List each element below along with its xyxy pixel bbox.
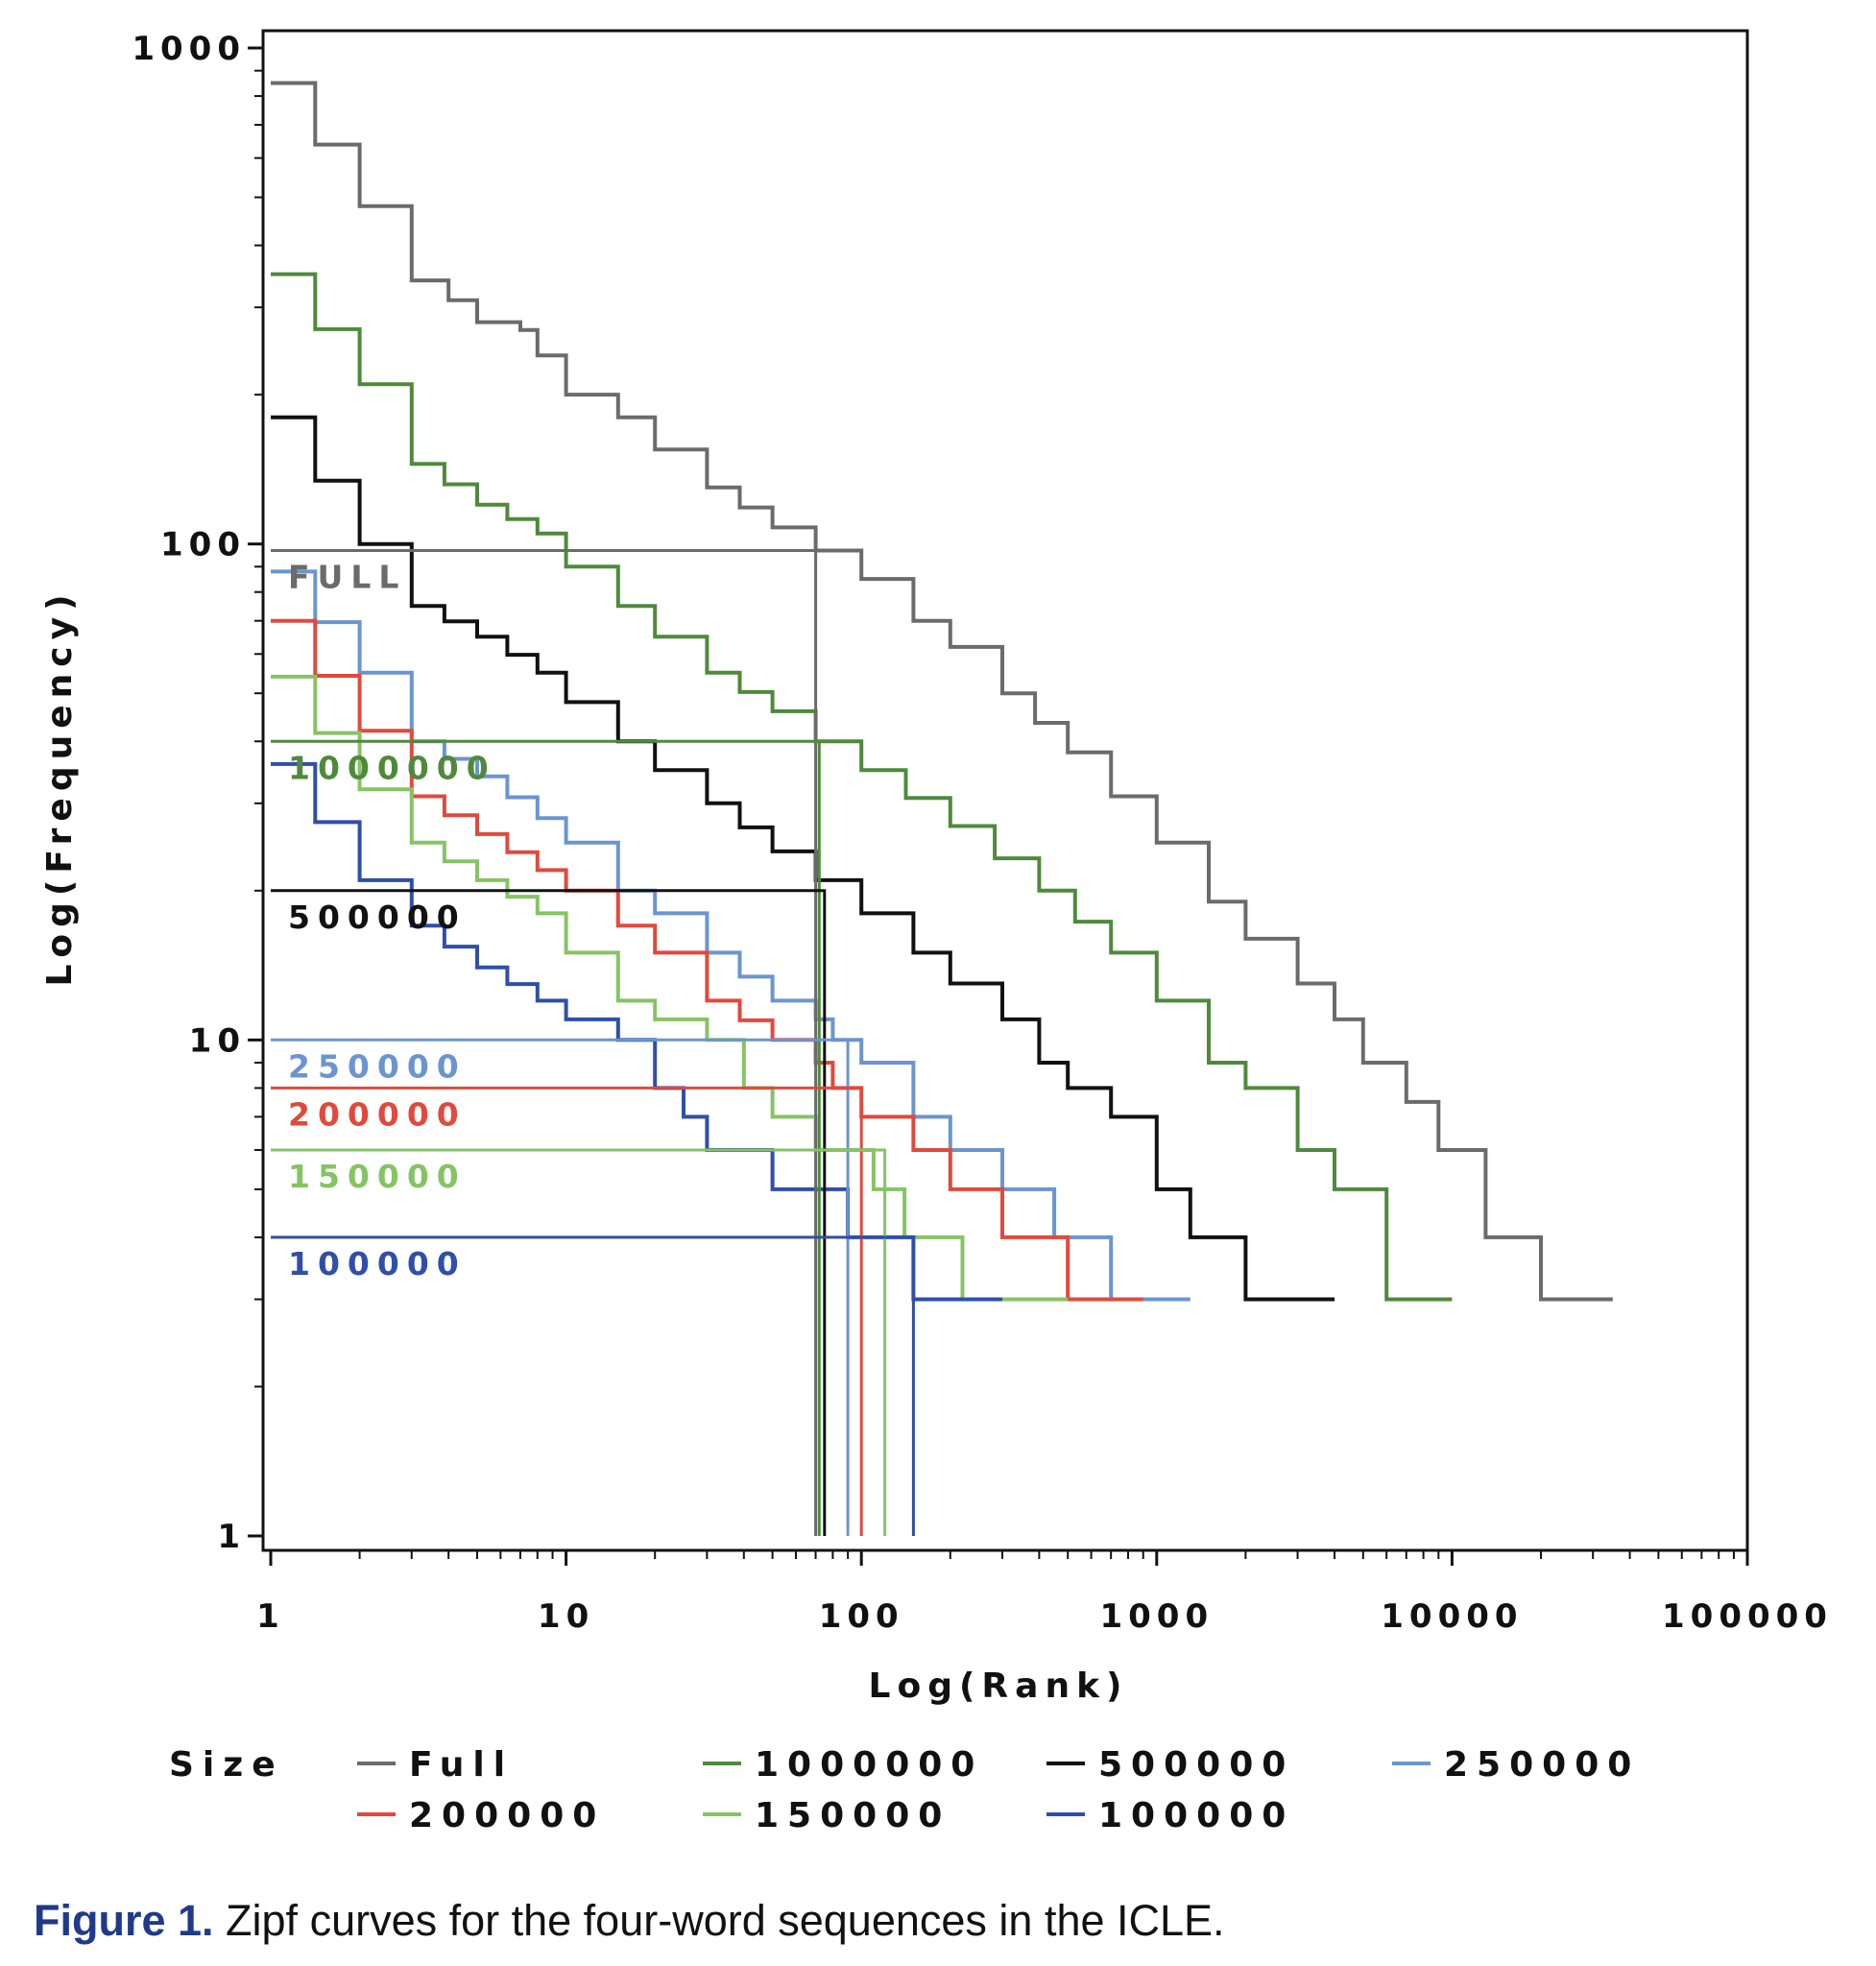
x-tick-label: 100 bbox=[819, 1597, 904, 1636]
reference-label-500000: 500000 bbox=[288, 899, 467, 936]
x-tick-label: 10 bbox=[538, 1597, 594, 1636]
x-tick-label: 10000 bbox=[1381, 1597, 1523, 1636]
caption-text: Zipf curves for the four-word sequences … bbox=[213, 1896, 1225, 1945]
y-axis-title: Log(Frequency) bbox=[40, 587, 80, 986]
reference-label-150000: 150000 bbox=[288, 1158, 467, 1195]
reference-label-1000000: 1000000 bbox=[288, 749, 496, 786]
reference-lines bbox=[271, 549, 915, 1536]
reference-line-200000 bbox=[271, 1086, 863, 1536]
series-line-250000 bbox=[271, 569, 1191, 1302]
legend: Size Full 1000000 500000 250000 200000 150000… bbox=[169, 1745, 1640, 1835]
y-tick-label: 100 bbox=[160, 526, 246, 564]
plot-frame bbox=[261, 29, 1749, 1552]
x-tick-label: 1 bbox=[256, 1597, 285, 1636]
series-line-200000 bbox=[271, 618, 1143, 1302]
reference-line-full bbox=[271, 549, 818, 1536]
legend-title: Size bbox=[169, 1745, 284, 1785]
series-lines bbox=[271, 81, 1613, 1302]
series-line-150000 bbox=[271, 674, 1069, 1302]
reference-label-250000: 250000 bbox=[288, 1047, 467, 1085]
x-tick-label: 1000 bbox=[1099, 1597, 1214, 1636]
series-line-full bbox=[271, 81, 1613, 1302]
legend-label: 200000 bbox=[409, 1796, 605, 1835]
legend-label: 150000 bbox=[755, 1796, 950, 1835]
reference-labels: FULL 1000000 500000 250000 200000 150000 10000… bbox=[288, 559, 496, 1283]
reference-line-100000 bbox=[271, 1235, 915, 1536]
y-tick-label: 1 bbox=[217, 1518, 246, 1556]
reference-label-100000: 100000 bbox=[288, 1245, 467, 1283]
reference-line-1000000 bbox=[271, 739, 821, 1536]
reference-line-150000 bbox=[271, 1148, 887, 1536]
axis-ticks bbox=[248, 46, 1749, 1566]
x-tick-label: 100000 bbox=[1662, 1597, 1833, 1636]
legend-label: 250000 bbox=[1444, 1745, 1640, 1785]
figure-caption: Figure 1. Zipf curves for the four-word … bbox=[34, 1896, 1225, 1946]
x-axis-title: Log(Rank) bbox=[869, 1666, 1129, 1706]
legend-label: Full bbox=[409, 1745, 514, 1785]
reference-label-full: FULL bbox=[288, 559, 406, 596]
series-line-100000 bbox=[271, 761, 1002, 1302]
series-line-500000 bbox=[271, 415, 1335, 1302]
zipf-chart: 1 10 100 1000 10000 100000 1 10 100 1000 FULL 1000… bbox=[40, 29, 1833, 1835]
y-tick-label: 1000 bbox=[132, 30, 246, 68]
caption-label: Figure 1. bbox=[34, 1896, 214, 1945]
legend-label: 100000 bbox=[1098, 1796, 1294, 1835]
tick-labels: 1 10 100 1000 10000 100000 1 10 100 1000 bbox=[132, 30, 1833, 1636]
y-tick-label: 10 bbox=[189, 1021, 246, 1060]
reference-line-250000 bbox=[271, 1038, 850, 1536]
legend-label: 500000 bbox=[1098, 1745, 1294, 1785]
reference-label-200000: 200000 bbox=[288, 1095, 467, 1133]
legend-label: 1000000 bbox=[755, 1745, 983, 1785]
reference-line-500000 bbox=[271, 889, 827, 1536]
